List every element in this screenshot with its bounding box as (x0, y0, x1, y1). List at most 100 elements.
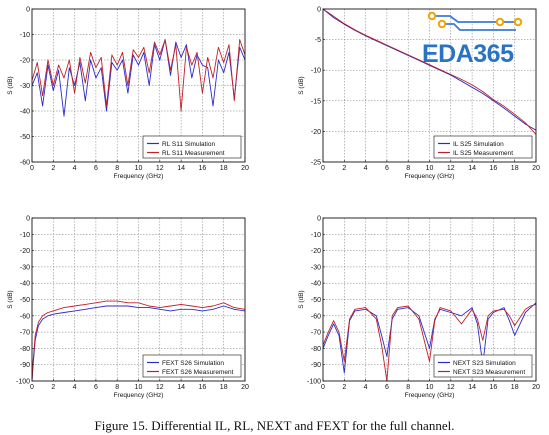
data-point (509, 320, 510, 322)
x-tick-label: 20 (241, 165, 249, 172)
data-point (375, 318, 377, 320)
data-point (58, 69, 59, 71)
x-tick-label: 6 (94, 384, 98, 391)
data-point (439, 307, 441, 308)
legend-box (142, 135, 242, 159)
data-point (354, 308, 356, 310)
data-point (354, 29, 356, 31)
data-point (127, 92, 129, 94)
data-point (493, 99, 494, 100)
data-point (212, 105, 214, 107)
data-point (333, 323, 334, 325)
y-tick-label: -15 (311, 98, 321, 105)
data-point (116, 64, 118, 66)
x-tick-label: 0 (321, 384, 325, 391)
x-tick-label: 0 (321, 165, 325, 172)
x-tick-label: 16 (490, 165, 498, 172)
data-point (381, 335, 382, 336)
x-tick-label: 6 (94, 165, 98, 172)
circuit-trace-icon (427, 11, 523, 31)
x-tick-label: 10 (426, 384, 434, 391)
legend: FEXT S26 Simulation FEXT S26 Measurement (142, 354, 242, 378)
data-point (63, 77, 65, 79)
data-point (207, 57, 209, 58)
data-point (509, 315, 510, 317)
data-point (58, 64, 59, 66)
chart-fext: 0 2 4 6 8 10 12 14 16 18 20 0 -10 -20 -30 -40 -50 -60 -70 -… (7, 216, 249, 400)
x-tick-label: 12 (447, 165, 455, 172)
data-point (95, 67, 97, 69)
data-point (482, 91, 484, 92)
data-point (127, 302, 129, 304)
x-tick-label: 8 (115, 384, 119, 391)
data-point (100, 67, 102, 69)
y-tick-label: -100 (16, 379, 30, 386)
data-point (471, 307, 473, 308)
legend: NEXT S23 Simulation NEXT S23 Measurement (433, 354, 533, 378)
data-point (74, 310, 75, 312)
legend-label: NEXT S23 Measurement (453, 369, 525, 376)
legend-box (433, 135, 533, 159)
x-tick-label: 12 (447, 384, 455, 391)
data-point (34, 335, 36, 336)
x-axis-label: Frequency (GHz) (405, 392, 455, 399)
data-point (239, 39, 241, 40)
data-point (127, 305, 129, 307)
data-point (143, 46, 145, 48)
data-point (503, 307, 505, 308)
data-point (365, 34, 366, 36)
x-axis-label: Frequency (GHz) (405, 173, 455, 180)
data-point (429, 348, 430, 349)
data-point (100, 57, 102, 58)
data-point (191, 77, 193, 79)
x-tick-label: 0 (30, 165, 34, 172)
data-point (343, 23, 345, 25)
x-tick-label: 10 (135, 165, 143, 172)
x-tick-label: 20 (241, 384, 249, 391)
data-point (170, 310, 171, 312)
data-point (84, 304, 86, 305)
data-point (38, 325, 39, 326)
x-tick-label: 6 (385, 165, 389, 172)
legend-label: IL S25 Simulation (453, 141, 504, 148)
data-point (228, 44, 230, 46)
series-group (32, 39, 245, 117)
data-point (106, 305, 107, 307)
data-point (218, 59, 219, 61)
data-point (461, 80, 462, 82)
data-point (148, 307, 150, 308)
data-point (170, 305, 171, 307)
legend-label: IL S25 Measurement (453, 150, 513, 157)
x-tick-label: 16 (490, 384, 498, 391)
data-point (525, 312, 526, 313)
data-point (343, 372, 345, 374)
x-tick-label: 0 (30, 384, 34, 391)
data-point (327, 335, 329, 336)
x-tick-label: 4 (364, 384, 368, 391)
data-point (450, 74, 452, 75)
data-point (207, 67, 209, 69)
y-tick-label: -10 (20, 32, 30, 39)
y-tick-label: 0 (317, 216, 321, 223)
data-point (338, 331, 340, 333)
data-point (514, 335, 516, 336)
data-point (47, 315, 49, 317)
x-tick-label: 16 (199, 165, 207, 172)
data-point (68, 59, 70, 61)
data-point (116, 300, 118, 302)
data-point (202, 92, 203, 94)
x-tick-label: 10 (135, 384, 143, 391)
data-point (175, 44, 177, 46)
y-tick-label: -20 (20, 58, 30, 65)
legend: IL S25 Simulation IL S25 Measurement (433, 135, 533, 159)
y-tick-label: -20 (311, 129, 321, 136)
data-point (122, 59, 123, 61)
data-point (429, 64, 430, 66)
data-point (471, 86, 473, 88)
x-tick-label: 8 (406, 165, 410, 172)
data-point (52, 313, 54, 315)
data-point (450, 312, 452, 313)
x-tick-label: 2 (51, 384, 55, 391)
y-tick-label: -80 (311, 346, 321, 353)
